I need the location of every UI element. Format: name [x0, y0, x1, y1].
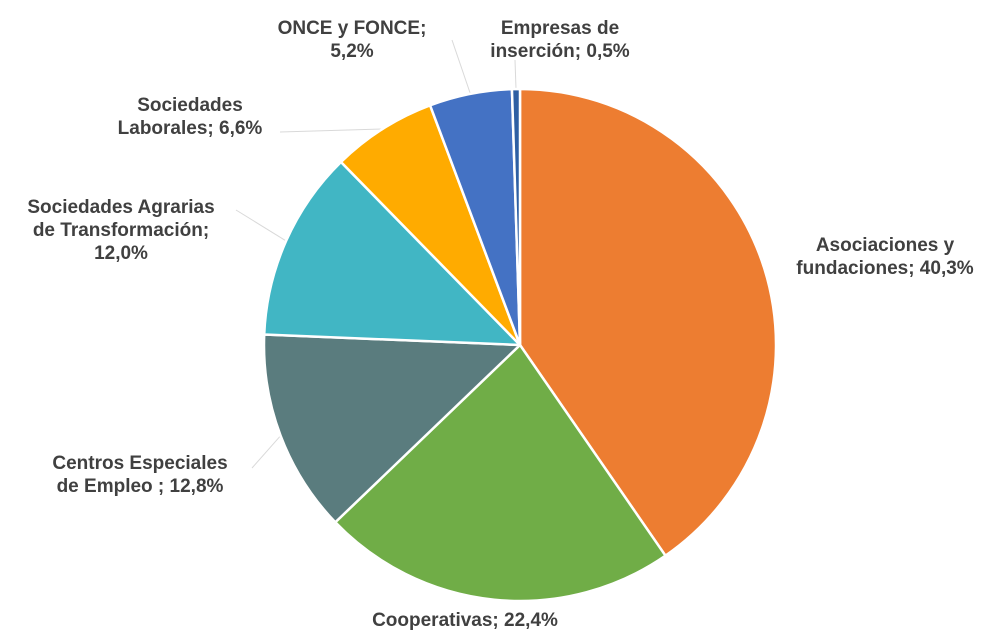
label-once-y-fonce: ONCE y FONCE; 5,2%	[277, 18, 427, 62]
leader-lines	[235, 39, 517, 469]
leader-line	[279, 128, 383, 133]
label-cooperativas: Cooperativas; 22,4%	[372, 610, 558, 631]
pie-slice-centros-especiales-de-empleo	[262, 333, 522, 524]
leader-line	[451, 39, 471, 95]
label-sociedades-laborales: Sociedades Laborales; 6,6%	[117, 95, 263, 139]
pie-slices	[262, 87, 778, 603]
label-sociedades-agrarias: Sociedades Agrarias de Transformación; 1…	[27, 197, 215, 264]
pie-slice-empresas-de-insercion	[510, 87, 522, 347]
label-centros-especiales-de-empleo: Centros Especiales de Empleo ; 12,8%	[52, 453, 228, 497]
pie-slice-asociaciones-y-fundaciones	[518, 87, 778, 557]
label-asociaciones-y-fundaciones: Asociaciones y fundaciones; 40,3%	[796, 235, 974, 279]
label-empresas-de-insercion: Empresas de inserción; 0,5%	[490, 18, 630, 62]
leader-line	[514, 59, 517, 90]
leader-line	[251, 435, 281, 469]
leader-line	[235, 209, 287, 242]
pie-slice-cooperativas	[334, 343, 667, 603]
pie-slice-sociedades-agrarias-de-transformacion	[262, 160, 522, 347]
